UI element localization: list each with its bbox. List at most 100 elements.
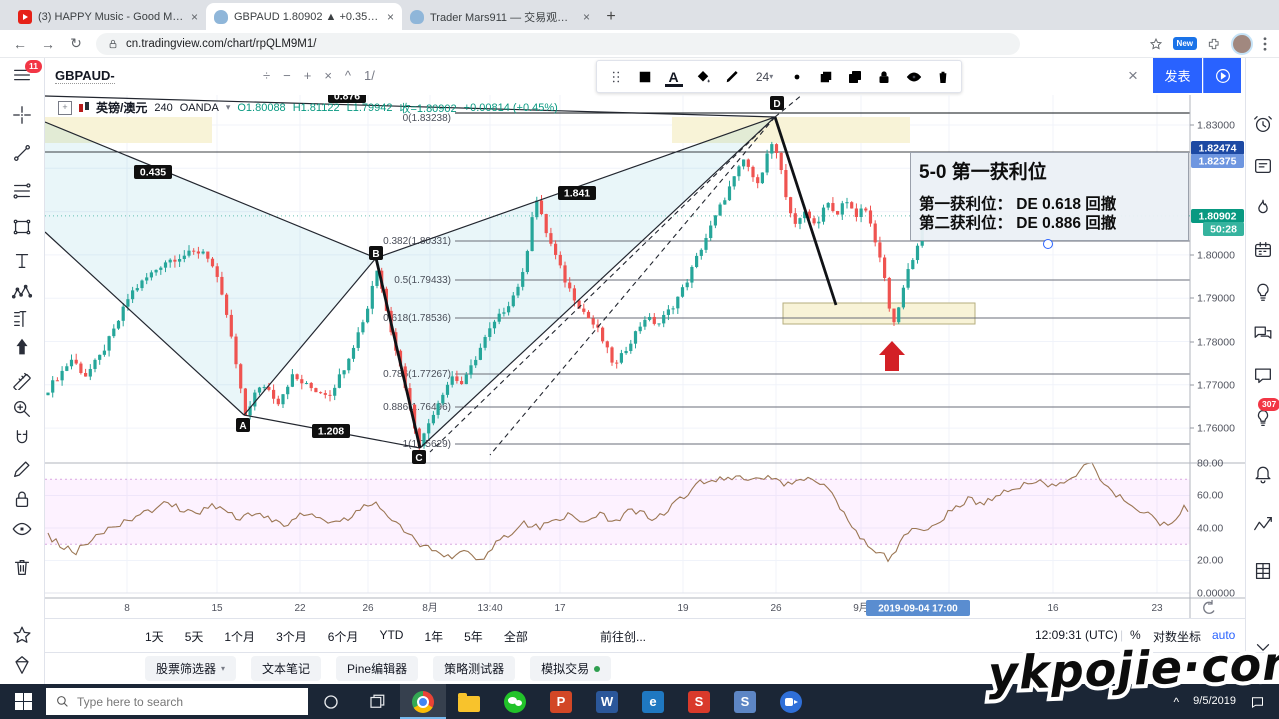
bottom-tab-3[interactable]: Pine编辑器 <box>336 656 419 681</box>
tray-expand-icon[interactable]: ^ <box>1173 694 1180 709</box>
crosshair-icon[interactable] <box>11 104 33 126</box>
new-extension-icon[interactable]: New <box>1172 37 1197 50</box>
browser-tab-tradingview[interactable]: GBPAUD 1.80902 ▲ +0.35% Unn × <box>206 3 402 30</box>
taskbar-date[interactable]: 9/5/2019 <box>1193 695 1236 707</box>
taskbar-app-word[interactable]: W <box>584 684 630 719</box>
math-control[interactable]: × <box>324 68 332 83</box>
taskbar-app-camera[interactable] <box>768 684 814 719</box>
lock-all-icon[interactable] <box>872 65 897 89</box>
range-button[interactable]: 1年 <box>424 630 444 644</box>
arrow-up-icon[interactable] <box>11 336 33 358</box>
trendline-icon[interactable] <box>11 142 33 164</box>
taskbar-app-explorer[interactable] <box>446 684 492 719</box>
xabcd-pattern-icon[interactable] <box>11 282 33 304</box>
annotation-handle[interactable] <box>1043 239 1053 249</box>
hide-all-icon[interactable] <box>11 518 33 540</box>
bucket-icon[interactable] <box>690 65 715 89</box>
range-button[interactable]: 5年 <box>464 630 483 644</box>
magic-wand-icon[interactable] <box>11 654 33 676</box>
bottom-tab-1[interactable]: 股票筛选器 ▾ <box>145 656 237 681</box>
taskbar-search-input[interactable]: Type here to search <box>46 688 308 715</box>
forward-icon[interactable]: → <box>41 35 55 52</box>
exchange-label[interactable]: OANDA <box>179 101 219 114</box>
legend-expand-icon[interactable]: + <box>58 100 72 115</box>
interval-label[interactable]: 240 <box>154 101 173 114</box>
close-toolbar-icon[interactable]: × <box>1128 66 1138 85</box>
chevron-down-icon[interactable] <box>1252 636 1274 658</box>
range-button[interactable]: 全部 <box>503 630 528 644</box>
star-icon[interactable] <box>1149 37 1163 51</box>
copy-icon[interactable] <box>843 65 868 89</box>
taskbar-app-wechat[interactable] <box>492 684 538 719</box>
price-chart[interactable]: 0(1.83238) 0.382(1.80331) 0.5(1.79433) 0.61… <box>45 95 1245 618</box>
range-button[interactable]: 6个月 <box>327 630 359 644</box>
bottom-tab-4[interactable]: 策略测试器 <box>433 656 516 681</box>
auto-scale-button[interactable]: auto <box>1212 628 1236 642</box>
zoom-in-icon[interactable] <box>11 398 33 420</box>
range-button[interactable]: 1个月 <box>224 630 256 644</box>
calendar-icon[interactable] <box>1252 239 1274 261</box>
cortana-icon[interactable] <box>308 684 354 719</box>
math-control[interactable]: + <box>303 68 312 83</box>
math-control[interactable]: ^ <box>344 68 352 83</box>
font-size-dropdown[interactable]: 24 ▾ <box>755 69 774 84</box>
reload-icon[interactable]: ↻ <box>70 35 82 51</box>
math-control[interactable]: ÷ <box>263 68 271 83</box>
rectangle-icon[interactable] <box>11 216 33 238</box>
clock-label[interactable]: 12:09:31 (UTC) <box>1035 628 1118 642</box>
log-scale-button[interactable]: 对数坐标 <box>1153 630 1202 644</box>
notify-bulb-icon[interactable] <box>1252 407 1274 429</box>
layers-icon[interactable] <box>814 65 839 89</box>
range-button[interactable]: 5天 <box>184 630 204 644</box>
taskbar-app-powerpoint[interactable]: P <box>538 684 584 719</box>
fib-retracement-icon[interactable] <box>11 180 33 202</box>
gear-icon[interactable] <box>785 65 810 89</box>
browser-tab-trader[interactable]: Trader Mars911 — 交易观点与... × <box>402 3 598 30</box>
tab-close-icon[interactable]: × <box>190 9 198 24</box>
publish-button[interactable]: 发表 <box>1153 58 1202 93</box>
math-control[interactable]: 1/ <box>364 68 375 83</box>
marker-icon[interactable] <box>719 65 744 89</box>
ruler-icon[interactable] <box>11 368 33 392</box>
star-icon[interactable] <box>11 624 33 646</box>
taskbar-app-edge[interactable]: e <box>630 684 676 719</box>
drawing-pencil-icon[interactable] <box>11 458 33 480</box>
alert-bell-icon[interactable] <box>1252 464 1274 486</box>
back-icon[interactable]: ← <box>13 35 27 52</box>
position-tool-icon[interactable] <box>11 308 33 330</box>
reset-scale-icon[interactable] <box>1203 600 1215 614</box>
hide-all-icon[interactable] <box>901 65 926 89</box>
watchlist-icon[interactable] <box>1252 155 1274 177</box>
idea-bulb-icon[interactable] <box>1252 281 1274 303</box>
profile-avatar[interactable] <box>1231 32 1253 55</box>
tab-close-icon[interactable]: × <box>582 9 590 24</box>
symbol-search-input[interactable]: GBPAUD- <box>55 68 115 84</box>
symbol-name[interactable]: 英镑/澳元 <box>96 101 148 115</box>
dom-grid-icon[interactable] <box>1252 560 1274 582</box>
text-tool-icon[interactable] <box>11 250 33 272</box>
trash-icon[interactable] <box>930 65 955 89</box>
comment-icon[interactable] <box>1252 365 1274 387</box>
browser-tab-youtube[interactable]: (3) HAPPY Music - Good Mornin × <box>10 3 206 30</box>
bottom-tab-5[interactable]: 模拟交易 <box>530 656 612 681</box>
annotation-text-box[interactable]: 5-0 第一获利位 第一获利位： DE 0.618 回撤 第二获利位： DE 0… <box>910 152 1189 241</box>
range-button[interactable]: YTD <box>379 628 404 642</box>
taskbar-app-s-blue[interactable]: S <box>722 684 768 719</box>
range-button[interactable]: 1天 <box>145 630 164 644</box>
hotlist-fire-icon[interactable] <box>1252 197 1274 219</box>
alarm-clock-icon[interactable] <box>1252 113 1274 135</box>
taskbar-app-chrome[interactable] <box>400 684 446 719</box>
object-tree-icon[interactable] <box>1252 514 1274 536</box>
new-tab-button[interactable]: + <box>606 8 616 25</box>
chat-icon[interactable] <box>1252 323 1274 345</box>
browser-menu-icon[interactable] <box>1263 36 1267 51</box>
lock-all-icon[interactable] <box>11 488 33 510</box>
tab-close-icon[interactable]: × <box>386 9 394 24</box>
text-color-icon[interactable]: A <box>661 65 686 89</box>
math-control[interactable]: − <box>283 68 291 83</box>
percent-scale-button[interactable]: % <box>1130 628 1141 642</box>
extension-icon[interactable] <box>1207 37 1221 51</box>
replay-button[interactable] <box>1203 58 1241 93</box>
chevron-down-icon[interactable]: ▾ <box>225 102 231 112</box>
start-button[interactable] <box>0 684 46 719</box>
